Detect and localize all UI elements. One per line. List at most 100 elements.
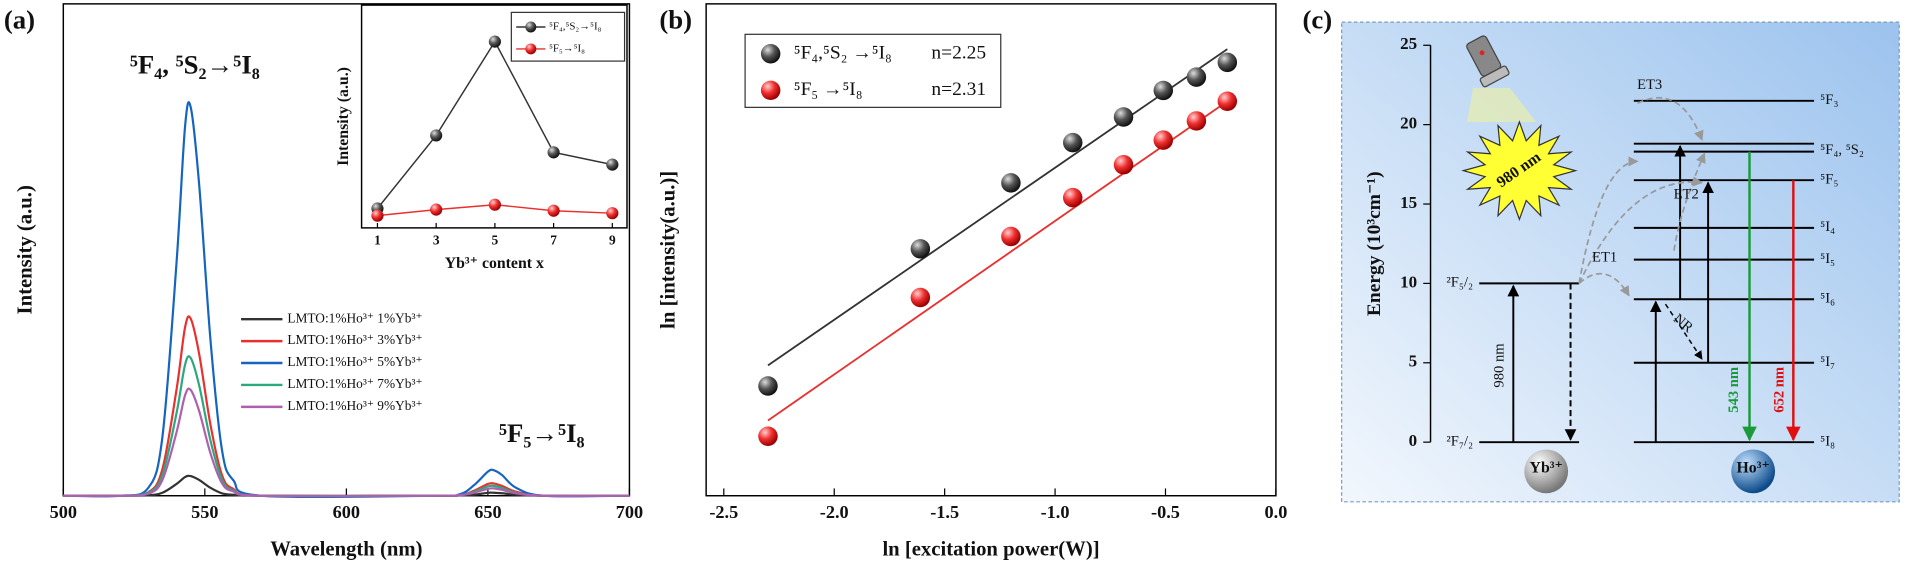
panel-label: (c) (1302, 4, 1332, 34)
data-point (371, 209, 384, 222)
laser-burst (1461, 120, 1578, 222)
y-tick-label: 15 (1400, 193, 1417, 212)
data-point (758, 426, 778, 446)
data-point (430, 129, 443, 142)
y-axis-label: Intensity (a.u.) (15, 185, 37, 314)
data-point (1217, 52, 1238, 73)
level-label: ⁵I₅ (1820, 251, 1835, 267)
x-tick-label: -2.5 (709, 502, 738, 522)
energy-transfer (1578, 176, 1704, 284)
x-tick-label: 600 (333, 502, 360, 522)
x-tick-label: 500 (50, 502, 77, 522)
data-point (1001, 173, 1021, 193)
x-tick-label: 700 (616, 502, 643, 522)
panel-c-background (1341, 21, 1900, 503)
data-point (606, 158, 619, 171)
panel-label: (b) (659, 4, 692, 34)
x-tick-label: 7 (550, 232, 557, 247)
data-point (1186, 67, 1207, 87)
data-point (488, 198, 501, 211)
data-point (1062, 132, 1083, 153)
series-line (63, 387, 630, 498)
data-point (1153, 130, 1174, 150)
x-tick-label: 5 (492, 232, 499, 247)
data-point (758, 376, 778, 396)
x-tick-label: -1.5 (930, 502, 959, 522)
x-axis-label: Wavelength (nm) (270, 538, 422, 560)
legend-marker (760, 44, 781, 64)
level-label: ⁵I₈ (1820, 434, 1835, 450)
data-point (1001, 226, 1021, 247)
ion-sphere (1731, 449, 1776, 494)
legend-slope: n=2.31 (931, 79, 986, 100)
x-tick-label: 9 (609, 232, 616, 247)
x-axis-label: Yb³⁺ content x (445, 255, 544, 272)
data-point (547, 146, 560, 159)
x-tick-label: -1.0 (1041, 502, 1070, 522)
x-tick-label: 550 (191, 502, 218, 522)
y-tick-label: 0 (1409, 431, 1418, 450)
legend-label: ⁵F₅→⁵I₈ (549, 42, 585, 54)
legend-label: LMTO:1%Ho³⁺ 5%Yb³⁺ (287, 354, 422, 369)
energy-transfer (1673, 152, 1706, 251)
x-tick-label: 650 (474, 502, 501, 522)
ion-sphere (1524, 449, 1569, 494)
legend-label: LMTO:1%Ho³⁺ 7%Yb³⁺ (287, 376, 422, 391)
legend-marker (525, 43, 537, 55)
light-beam (1467, 87, 1537, 122)
legend-marker (760, 80, 781, 101)
data-point (910, 239, 931, 259)
legend-label: ⁵F₄,⁵S₂ →⁵I₈ (794, 42, 892, 63)
x-tick-label: 1 (374, 232, 381, 247)
level-label: ²F₅/₂ (1446, 275, 1473, 291)
transfer-label: ET2 (1674, 186, 1699, 202)
level-label: ⁵I₆ (1820, 291, 1835, 307)
fit-line (767, 100, 1228, 422)
legend-marker (525, 21, 537, 33)
pump-label: 980 nm (1491, 343, 1507, 388)
level-label: ⁵F₃ (1820, 92, 1838, 108)
transfer-label: ET3 (1637, 77, 1662, 93)
legend-label: ⁵F₅ →⁵I₈ (794, 79, 863, 100)
data-point (606, 207, 619, 220)
data-point (910, 287, 931, 308)
data-point (1113, 154, 1134, 175)
panel-label: (a) (4, 4, 35, 34)
x-tick-label: 0.0 (1265, 502, 1288, 522)
legend-slope: n=2.25 (931, 42, 986, 63)
level-label: ⁵I₇ (1820, 354, 1835, 370)
data-point (547, 204, 560, 217)
y-axis-label: Energy (10³cm⁻¹) (1364, 171, 1385, 316)
data-point (1153, 80, 1174, 101)
data-point (1186, 111, 1207, 131)
data-point (430, 203, 443, 216)
legend-label: LMTO:1%Ho³⁺ 3%Yb³⁺ (287, 332, 422, 347)
energy-transfer (1578, 272, 1630, 297)
legend-label: LMTO:1%Ho³⁺ 9%Yb³⁺ (287, 398, 422, 413)
fit-line (767, 48, 1228, 367)
series-line (63, 474, 630, 497)
legend-box (744, 33, 1002, 108)
level-label: ²F₇/₂ (1446, 434, 1473, 450)
level-label: ⁵F₅ (1820, 172, 1838, 188)
data-point (1062, 187, 1083, 208)
y-tick-label: 10 (1400, 272, 1417, 291)
transfer-label: ET1 (1592, 250, 1617, 266)
data-point (1217, 91, 1238, 112)
legend-label: ⁵F₄,⁵S₂→⁵I₈ (549, 21, 602, 33)
y-tick-label: 5 (1409, 352, 1418, 371)
series-line (63, 101, 630, 499)
data-point (1113, 107, 1134, 127)
y-axis-label: ln [intensity(a.u.)] (657, 171, 679, 329)
legend-label: LMTO:1%Ho³⁺ 1%Yb³⁺ (287, 310, 422, 325)
emission-label: 543 nm (1726, 367, 1742, 413)
ion-label: Ho³⁺ (1737, 460, 1770, 477)
emission-label: 652 nm (1771, 367, 1787, 413)
x-tick-label: -2.0 (820, 502, 849, 522)
y-tick-label: 25 (1400, 34, 1417, 53)
x-tick-label: -0.5 (1151, 502, 1180, 522)
energy-transfer (1637, 97, 1704, 141)
plot-frame (705, 3, 1277, 497)
ion-label: Yb³⁺ (1530, 460, 1563, 477)
